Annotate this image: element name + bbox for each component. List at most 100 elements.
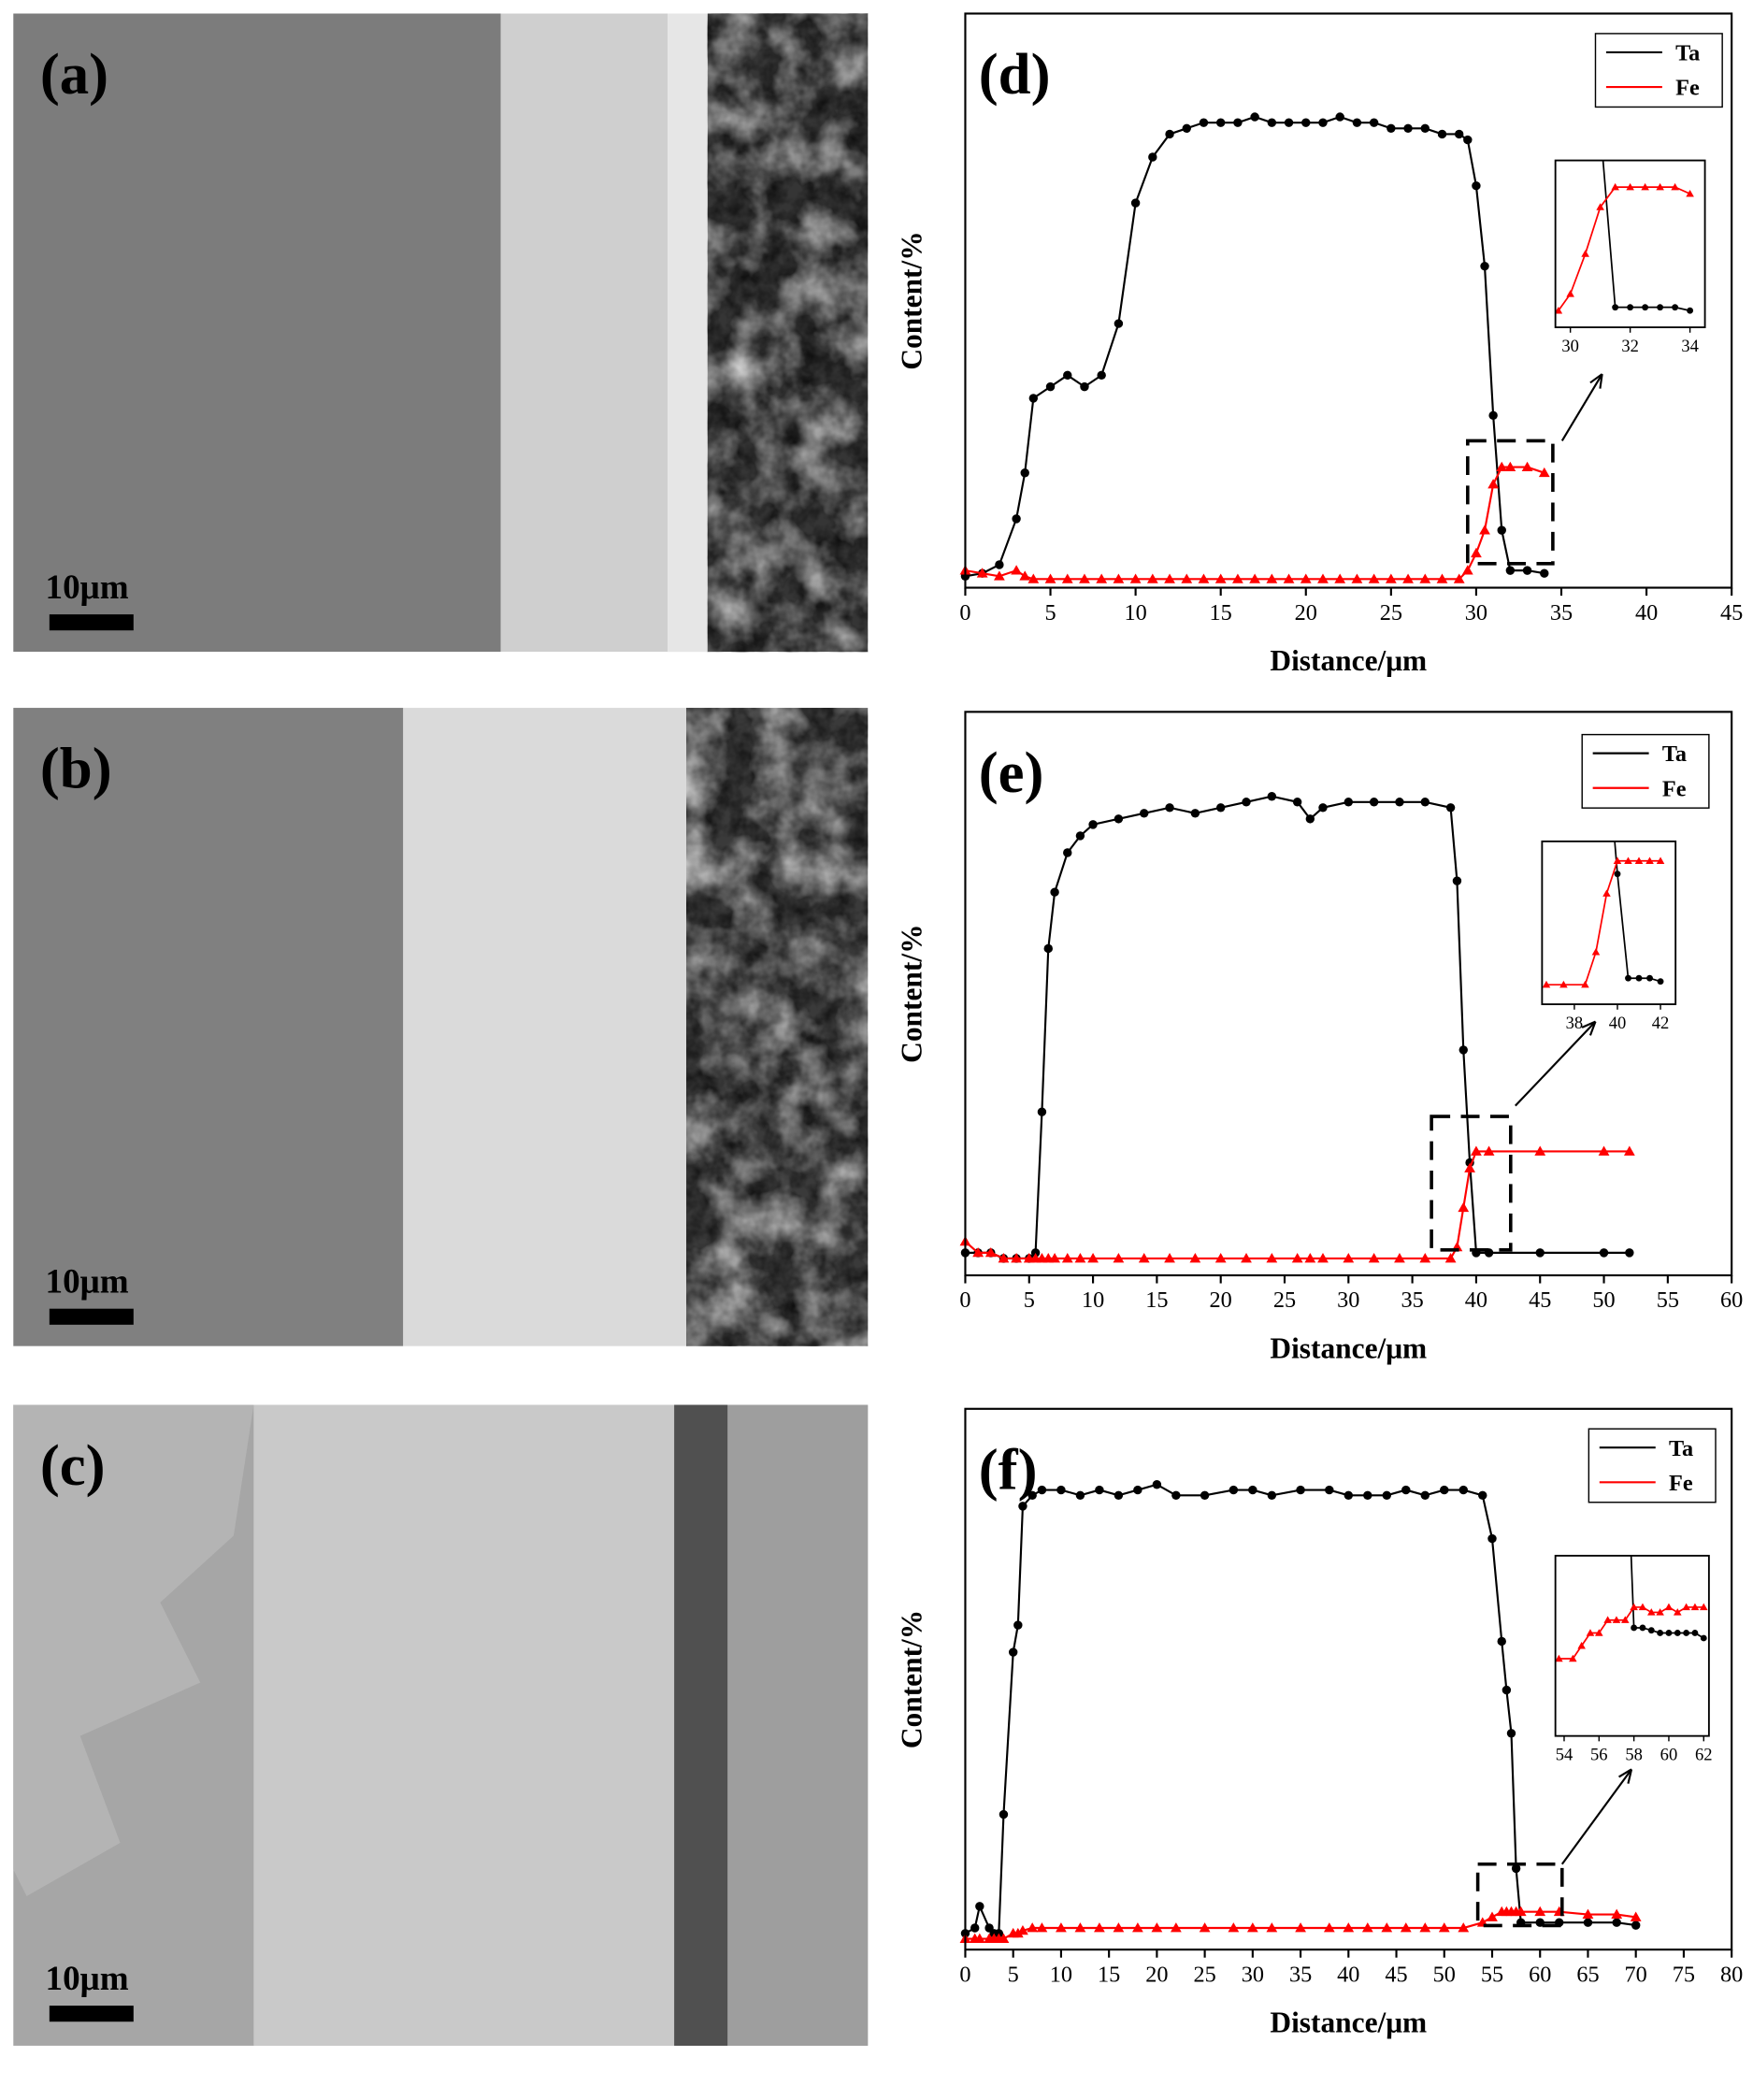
data-point [1420, 1490, 1430, 1501]
data-point [1647, 1608, 1656, 1616]
data-point [1030, 1248, 1041, 1258]
data-point [1267, 1490, 1277, 1501]
sem-image-a [13, 13, 869, 653]
data-point [1480, 261, 1489, 271]
data-point [1454, 129, 1464, 139]
data-point [1061, 573, 1073, 583]
data-point [1113, 1253, 1125, 1263]
scale-bar [49, 2006, 134, 2022]
x-tick-label: 30 [1465, 600, 1487, 626]
chart [959, 47, 1641, 583]
inset-x-tick-label: 42 [1652, 1014, 1670, 1033]
panel-label: (b) [40, 736, 112, 801]
inset-frame [1554, 1554, 1710, 1737]
data-point [1597, 123, 1603, 130]
data-line [965, 115, 1545, 578]
zoom-box [1475, 1862, 1564, 1928]
data-point [1018, 1502, 1027, 1511]
data-point [1304, 1253, 1316, 1263]
data-point [1674, 1608, 1682, 1616]
data-point [1626, 182, 1634, 191]
data-point [1027, 1922, 1039, 1933]
x-tick-label: 50 [1433, 1962, 1456, 1987]
data-point [1363, 1490, 1372, 1501]
data-point [1095, 1485, 1104, 1495]
x-axis-label: Distance/μm [1270, 1332, 1427, 1365]
data-point [1641, 182, 1649, 191]
data-point [1096, 573, 1108, 583]
arrow-head [1581, 1020, 1597, 1036]
data-point [1642, 304, 1649, 311]
data-point [1020, 468, 1029, 478]
data-point [1686, 189, 1694, 197]
data-point [1419, 573, 1431, 583]
data-point [1461, 565, 1473, 575]
data-point [1699, 1603, 1708, 1611]
data-point [1228, 1922, 1240, 1933]
data-point [1453, 573, 1465, 583]
x-tick-label: 10 [1050, 1962, 1072, 1987]
data-point [1559, 980, 1568, 988]
data-point [1335, 112, 1344, 122]
data-point [1165, 129, 1174, 139]
data-point [1148, 152, 1157, 162]
data-point [1283, 573, 1295, 583]
data-point [1011, 565, 1023, 575]
data-point [1248, 1485, 1257, 1495]
data-point [1515, 1906, 1527, 1917]
data-point [1037, 1485, 1047, 1495]
inset-x-tick-label: 62 [1695, 1745, 1713, 1764]
data-point [1074, 1922, 1086, 1933]
data-point [1488, 410, 1498, 421]
data-point [1613, 856, 1622, 864]
data-point [1472, 180, 1481, 191]
x-tick-label: 10 [1124, 600, 1146, 626]
x-axis-label: Distance/μm [1270, 2007, 1427, 2039]
data-point [1323, 1922, 1335, 1933]
data-point [1049, 1253, 1060, 1263]
data-point [1266, 1253, 1278, 1263]
data-point [1017, 1924, 1028, 1935]
data-point [1214, 573, 1227, 583]
data-point [1612, 304, 1619, 311]
panel-label: (d) [979, 41, 1051, 107]
data-line [1558, 186, 1690, 311]
data-point [1114, 814, 1124, 824]
data-point [1036, 1922, 1048, 1933]
data-point [1401, 1485, 1411, 1495]
inset-plot [1555, 123, 1694, 314]
x-tick-label: 0 [959, 1962, 970, 1987]
x-tick-label: 15 [1145, 1287, 1168, 1313]
data-point [1267, 118, 1277, 127]
data-point [1436, 573, 1448, 583]
data-point [1394, 1253, 1405, 1263]
data-point [1625, 1248, 1634, 1258]
data-point [1284, 118, 1294, 127]
data-point [1028, 394, 1039, 403]
data-point [1596, 203, 1604, 210]
data-point [1497, 1636, 1506, 1647]
inset-frame [1541, 840, 1677, 1006]
data-point [1504, 461, 1516, 472]
data-point [998, 1933, 1010, 1943]
data-point [1152, 1480, 1162, 1489]
x-tick-label: 35 [1401, 1287, 1423, 1313]
x-tick-label: 55 [1657, 1287, 1679, 1313]
data-point [1419, 1922, 1431, 1933]
data-point [1631, 1920, 1641, 1930]
data-point [1690, 1603, 1700, 1611]
data-point [1656, 1608, 1664, 1616]
data-point [1599, 1248, 1609, 1258]
data-line [964, 1483, 1636, 1935]
zoom-arrow [1560, 373, 1603, 442]
data-point [1164, 573, 1175, 583]
data-point [1242, 798, 1251, 807]
data-point [1170, 1922, 1182, 1933]
inset-x-tick-label: 58 [1625, 1745, 1643, 1764]
data-point [1647, 1627, 1655, 1634]
y-axis-label: Content/% [895, 231, 927, 369]
data-point [1522, 566, 1532, 575]
y-axis-label: Content/% [895, 1610, 927, 1748]
data-point [1583, 1918, 1593, 1927]
zoom-box [1466, 439, 1555, 566]
